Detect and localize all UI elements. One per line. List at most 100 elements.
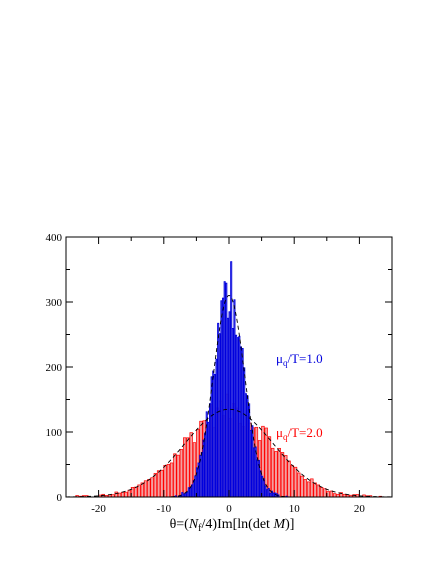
x-tick-label: 0 (226, 503, 232, 515)
bar-blue (195, 467, 198, 498)
bar-red (313, 482, 317, 498)
bar-red (173, 453, 177, 498)
bar-red (121, 491, 125, 498)
bar-blue (228, 311, 231, 498)
bar-red (274, 451, 278, 498)
y-tick-label: 300 (46, 297, 63, 309)
y-tick-label: 0 (57, 492, 63, 504)
bar-red (287, 460, 291, 498)
bar-red (280, 452, 285, 498)
bar-blue (218, 333, 221, 498)
fit-curve-blue (66, 295, 392, 498)
bar-blue (181, 492, 184, 498)
bar-red (156, 470, 161, 498)
bar-blue (238, 335, 241, 498)
bar-red (127, 489, 131, 498)
bar-blue (210, 376, 213, 498)
bar-red (277, 447, 281, 498)
x-tick-label: -20 (91, 503, 106, 515)
x-axis-label: θ=(Nf/4)Im[ln(det M)] (170, 517, 295, 534)
bar-red (267, 436, 272, 498)
x-tick-label: -10 (156, 503, 171, 515)
x-tick-label: 20 (354, 503, 366, 515)
bar-red (169, 462, 174, 498)
bar-blue (264, 485, 267, 498)
bar-red (114, 491, 118, 498)
bar-blue (256, 459, 259, 498)
bar-red (271, 447, 275, 498)
bar-blue (192, 480, 195, 498)
bar-red (124, 491, 128, 498)
bar-red (179, 449, 184, 498)
bar-blue (230, 261, 233, 498)
bar-blue (251, 425, 254, 498)
bar-blue (202, 439, 205, 498)
bar-blue (194, 475, 197, 498)
y-tick-label: 200 (46, 362, 63, 374)
bar-blue (241, 348, 244, 498)
bar-blue (186, 491, 189, 498)
x-tick-label: 10 (289, 503, 301, 515)
bar-blue (223, 281, 226, 498)
series-label-blue: μq/T=1.0 (276, 351, 323, 368)
gaussian-fit-curves (65, 295, 392, 498)
bar-red (147, 479, 151, 498)
bar-red (284, 455, 288, 498)
bar-blue (259, 470, 262, 498)
bar-blue (262, 478, 265, 498)
bar-blue (226, 317, 229, 498)
bar-blue (239, 346, 242, 498)
bar-blue (200, 452, 203, 498)
bar-red (150, 477, 154, 498)
bar-red (306, 481, 311, 498)
bar-blue (220, 300, 223, 498)
bar-red (153, 473, 158, 498)
bar-red (117, 492, 122, 498)
bar-blue (225, 282, 228, 498)
bar-red (143, 480, 148, 498)
bar-red (297, 472, 301, 498)
bar-red (303, 479, 307, 498)
bar-blue (254, 446, 257, 498)
bar-blue (246, 395, 249, 498)
bar-blue (207, 421, 210, 498)
bar-red (290, 465, 294, 498)
bar-blue (235, 334, 238, 498)
bar-red (332, 493, 337, 498)
bar-red (310, 478, 314, 498)
bar-red (166, 463, 171, 498)
bar-red (316, 484, 321, 498)
bar-red (160, 469, 164, 498)
bar-red (329, 490, 334, 498)
bar-blue (236, 337, 239, 498)
bar-blue (213, 374, 216, 498)
y-tick-label: 400 (46, 232, 63, 244)
bar-red (300, 475, 304, 498)
bar-blue (217, 322, 220, 498)
bar-blue (272, 492, 275, 498)
bar-blue (267, 487, 270, 498)
bar-blue (187, 487, 190, 498)
bar-blue (233, 299, 236, 498)
bar-blue (269, 492, 272, 498)
bar-blue (215, 358, 218, 498)
bar-red (323, 488, 327, 498)
series-label-red: μq/T=2.0 (276, 425, 323, 442)
bar-blue (266, 489, 269, 498)
bar-blue (252, 447, 256, 498)
bar-blue (244, 393, 247, 498)
bar-blue (189, 486, 192, 498)
bar-red (319, 487, 324, 498)
bar-blue (212, 370, 215, 498)
bar-blue (243, 367, 246, 498)
y-tick-label: 100 (46, 427, 63, 439)
bar-red (176, 454, 180, 498)
bar-red (183, 437, 187, 498)
bar-blue (204, 432, 207, 498)
bar-blue (208, 403, 212, 498)
bar-blue (231, 328, 234, 498)
bar-blue (222, 297, 225, 498)
bar-blue (191, 484, 194, 498)
